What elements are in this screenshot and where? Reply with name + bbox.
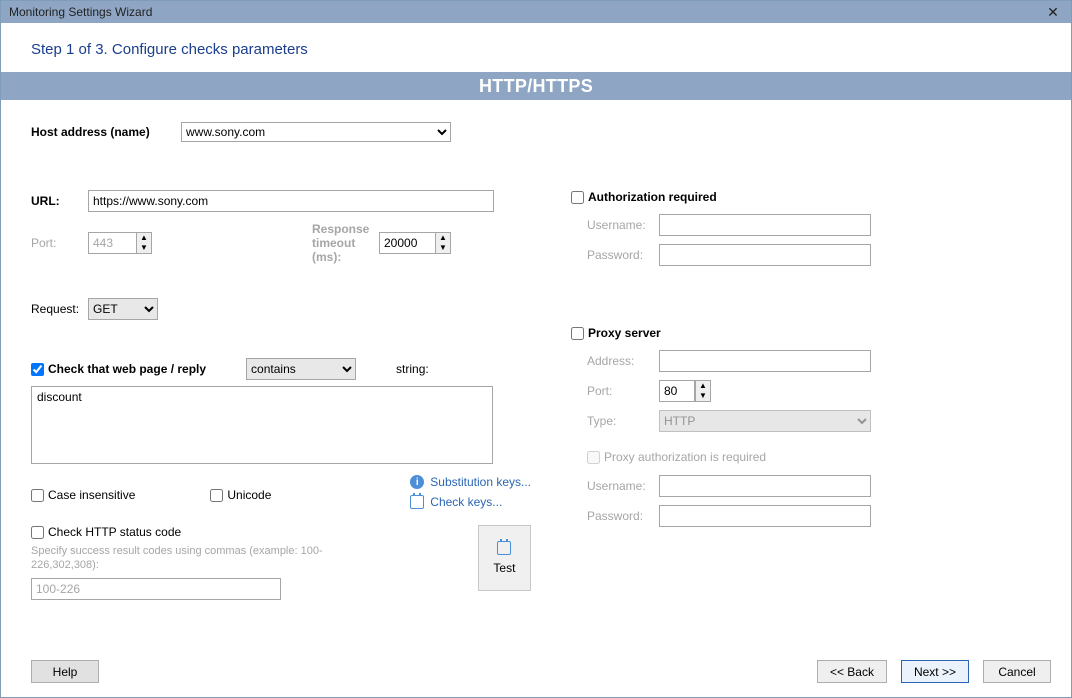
wizard-window: Monitoring Settings Wizard ✕ Step 1 of 3… (0, 0, 1072, 698)
check-keys-icon (410, 495, 424, 509)
case-insensitive-input[interactable] (31, 489, 44, 502)
status-help-text: Specify success result codes using comma… (31, 544, 338, 572)
port-up-icon[interactable]: ▲ (137, 233, 151, 243)
proxy-server-input[interactable] (571, 327, 584, 340)
proxy-password-row: Password: (587, 505, 1041, 527)
port-down-icon[interactable]: ▼ (137, 243, 151, 253)
test-button[interactable]: Test (478, 525, 531, 591)
back-button[interactable]: << Back (817, 660, 887, 683)
auth-username-row: Username: (587, 214, 1041, 236)
step-title: Step 1 of 3. Configure checks parameters (31, 41, 1049, 58)
check-reply-row: Check that web page / reply contains str… (31, 358, 531, 380)
string-label: string: (396, 362, 429, 376)
proxy-port-input[interactable] (659, 380, 695, 402)
proxy-auth-input[interactable] (587, 451, 600, 464)
timeout-down-icon[interactable]: ▼ (436, 243, 450, 253)
proxy-group: Proxy server Address: Port: ▲ ▼ (571, 326, 1041, 527)
check-reply-checkbox-input[interactable] (31, 363, 44, 376)
proxy-username-input[interactable] (659, 475, 871, 497)
url-label: URL: (31, 194, 88, 208)
titlebar: Monitoring Settings Wizard ✕ (1, 1, 1071, 23)
proxy-auth-checkbox[interactable]: Proxy authorization is required (587, 450, 766, 464)
proxy-address-input[interactable] (659, 350, 871, 372)
right-column: Authorization required Username: Passwor… (571, 190, 1041, 600)
form-area: Host address (name) www.sony.com URL: Po… (1, 100, 1071, 652)
proxy-port-row: Port: ▲ ▼ (587, 380, 1041, 402)
reply-options-row: Case insensitive Unicode i Substitution … (31, 475, 531, 515)
timeout-input[interactable] (379, 232, 435, 254)
proxy-address-row: Address: (587, 350, 1041, 372)
timeout-spinner: ▲ ▼ (379, 232, 451, 254)
status-codes-input[interactable] (31, 578, 281, 600)
check-reply-textarea[interactable] (31, 386, 493, 464)
left-column: URL: Port: ▲ ▼ Response timeout (ms): (31, 190, 531, 600)
auth-group: Authorization required Username: Passwor… (571, 190, 1041, 266)
auth-required-input[interactable] (571, 191, 584, 204)
info-icon: i (410, 475, 424, 489)
proxy-port-down-icon[interactable]: ▼ (696, 391, 710, 401)
unicode-input[interactable] (210, 489, 223, 502)
check-status-checkbox[interactable]: Check HTTP status code (31, 525, 181, 539)
host-row: Host address (name) www.sony.com (31, 122, 1041, 142)
request-row: Request: GET (31, 298, 531, 320)
port-label: Port: (31, 236, 88, 250)
url-row: URL: (31, 190, 531, 212)
request-label: Request: (31, 302, 88, 316)
check-keys-link[interactable]: Check keys... (410, 495, 531, 509)
auth-required-checkbox[interactable]: Authorization required (571, 190, 717, 204)
step-area: Step 1 of 3. Configure checks parameters (1, 23, 1071, 72)
auth-username-input[interactable] (659, 214, 871, 236)
host-select[interactable]: www.sony.com (181, 122, 451, 142)
close-icon[interactable]: ✕ (1041, 4, 1065, 21)
timeout-up-icon[interactable]: ▲ (436, 233, 450, 243)
help-button[interactable]: Help (31, 660, 99, 683)
footer: Help << Back Next >> Cancel (1, 652, 1071, 697)
host-label: Host address (name) (31, 125, 181, 139)
substitution-keys-link[interactable]: i Substitution keys... (410, 475, 531, 489)
proxy-port-spinner: ▲ ▼ (659, 380, 711, 402)
timeout-label: Response timeout (ms): (312, 222, 369, 264)
proxy-password-input[interactable] (659, 505, 871, 527)
proxy-username-row: Username: (587, 475, 1041, 497)
window-title: Monitoring Settings Wizard (9, 5, 152, 19)
url-input[interactable] (88, 190, 494, 212)
proxy-type-select[interactable]: HTTP (659, 410, 871, 432)
cancel-button[interactable]: Cancel (983, 660, 1051, 683)
auth-password-input[interactable] (659, 244, 871, 266)
case-insensitive-checkbox[interactable]: Case insensitive (31, 488, 135, 502)
section-banner: HTTP/HTTPS (1, 72, 1071, 100)
port-input[interactable] (88, 232, 136, 254)
auth-password-row: Password: (587, 244, 1041, 266)
check-reply-checkbox[interactable]: Check that web page / reply (31, 362, 206, 376)
check-reply-mode-select[interactable]: contains (246, 358, 356, 380)
status-codes-block: Check HTTP status code Specify success r… (31, 525, 338, 600)
request-select[interactable]: GET (88, 298, 158, 320)
next-button[interactable]: Next >> (901, 660, 969, 683)
status-test-row: Check HTTP status code Specify success r… (31, 525, 531, 600)
check-status-input[interactable] (31, 526, 44, 539)
port-spinner: ▲ ▼ (88, 232, 152, 254)
links-col: i Substitution keys... Check keys... (410, 475, 531, 515)
test-icon (497, 541, 511, 555)
proxy-port-up-icon[interactable]: ▲ (696, 381, 710, 391)
port-row: Port: ▲ ▼ Response timeout (ms): ▲ ▼ (31, 222, 531, 264)
proxy-server-checkbox[interactable]: Proxy server (571, 326, 661, 340)
unicode-checkbox[interactable]: Unicode (210, 488, 271, 502)
proxy-type-row: Type: HTTP (587, 410, 1041, 432)
